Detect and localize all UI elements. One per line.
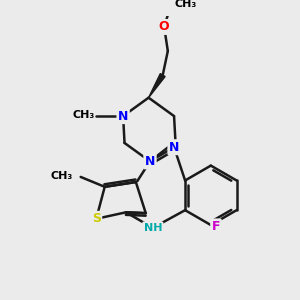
Text: CH₃: CH₃ bbox=[50, 170, 73, 181]
Text: N: N bbox=[145, 155, 155, 168]
Text: N: N bbox=[169, 141, 179, 154]
Text: O: O bbox=[159, 20, 170, 33]
Text: F: F bbox=[212, 220, 220, 233]
Text: CH₃: CH₃ bbox=[174, 0, 196, 9]
Polygon shape bbox=[148, 74, 165, 98]
Text: N: N bbox=[118, 110, 128, 123]
Text: CH₃: CH₃ bbox=[73, 110, 95, 120]
Text: NH: NH bbox=[144, 223, 162, 233]
Text: S: S bbox=[92, 212, 101, 225]
